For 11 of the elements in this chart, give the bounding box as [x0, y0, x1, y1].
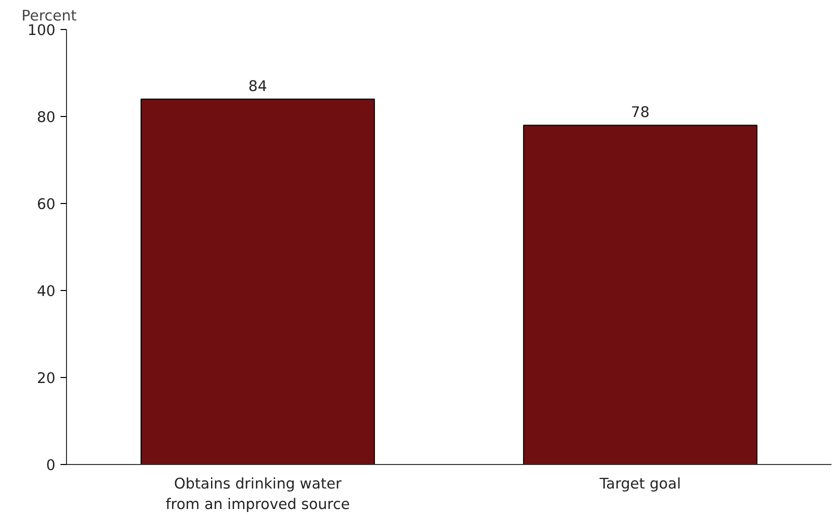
x-tick-label: Target goal: [598, 476, 681, 492]
y-tick-label: 60: [36, 196, 56, 213]
y-tick-label: 0: [46, 457, 56, 474]
data-label: 84: [248, 78, 268, 96]
data-label: 78: [630, 104, 650, 122]
y-axis-title: Percent: [22, 8, 77, 24]
y-tick-label: 20: [36, 370, 56, 387]
x-tick-label: Obtains drinking water from an improved source: [166, 476, 350, 513]
y-tick-label: 80: [36, 109, 56, 126]
y-tick-label: 100: [28, 22, 56, 39]
y-tick-label: 40: [36, 283, 56, 300]
